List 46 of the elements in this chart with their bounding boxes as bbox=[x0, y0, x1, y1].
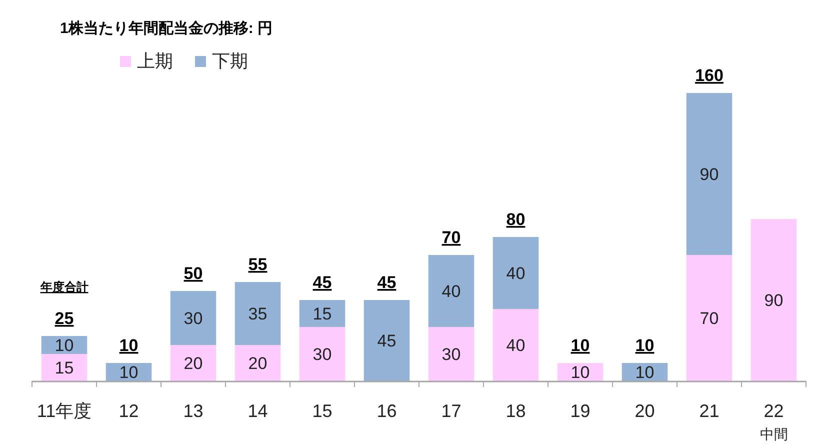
total-label: 50 bbox=[184, 264, 203, 283]
data-label: 10 bbox=[54, 336, 74, 355]
data-label: 40 bbox=[506, 264, 526, 283]
data-label: 30 bbox=[312, 345, 332, 364]
legend-label: 上期 bbox=[137, 51, 173, 71]
x-tick-label: 11年度 bbox=[36, 401, 92, 421]
legend-label: 下期 bbox=[212, 51, 248, 71]
data-label: 35 bbox=[248, 304, 268, 324]
data-label: 15 bbox=[312, 304, 332, 324]
data-label: 10 bbox=[119, 363, 138, 382]
data-label: 10 bbox=[570, 363, 590, 382]
x-tick-label: 21 bbox=[699, 401, 720, 421]
x-tick-label: 22 中間 bbox=[760, 401, 788, 442]
total-label: 10 bbox=[119, 336, 138, 355]
data-label: 90 bbox=[764, 291, 784, 310]
data-label: 15 bbox=[54, 358, 74, 378]
x-tick-label: 14 bbox=[248, 401, 268, 421]
total-label: 10 bbox=[570, 336, 590, 355]
total-label: 10 bbox=[635, 336, 654, 355]
annotation: 年度合計 bbox=[40, 280, 88, 294]
data-label: 45 bbox=[377, 332, 396, 350]
data-label: 90 bbox=[700, 165, 719, 184]
data-label: 70 bbox=[700, 309, 719, 328]
total-label: 55 bbox=[248, 255, 268, 274]
total-label: 160 bbox=[695, 66, 724, 85]
data-label: 30 bbox=[442, 345, 461, 364]
x-tick-label: 19 bbox=[570, 401, 590, 421]
x-tick-label: 15 bbox=[312, 401, 332, 421]
data-label: 20 bbox=[184, 354, 203, 373]
total-label: 25 bbox=[54, 309, 74, 328]
x-tick-label: 16 bbox=[376, 401, 397, 421]
x-tick-label: 18 bbox=[506, 401, 526, 421]
total-label: 70 bbox=[442, 228, 461, 247]
x-tick-label: 12 bbox=[118, 401, 139, 421]
data-label: 40 bbox=[442, 282, 461, 301]
x-tick-label: 17 bbox=[441, 401, 462, 421]
x-tick-label: 13 bbox=[183, 401, 204, 421]
data-label: 30 bbox=[184, 309, 203, 328]
title: 1株当たり年間配当金の推移: 円 bbox=[60, 20, 273, 37]
data-label: 10 bbox=[635, 363, 654, 382]
data-label: 20 bbox=[248, 354, 268, 373]
total-label: 80 bbox=[506, 210, 526, 229]
total-label: 45 bbox=[312, 273, 332, 292]
total-label: 45 bbox=[377, 273, 396, 292]
x-tick-label: 20 bbox=[634, 401, 655, 421]
data-label: 40 bbox=[506, 336, 526, 355]
